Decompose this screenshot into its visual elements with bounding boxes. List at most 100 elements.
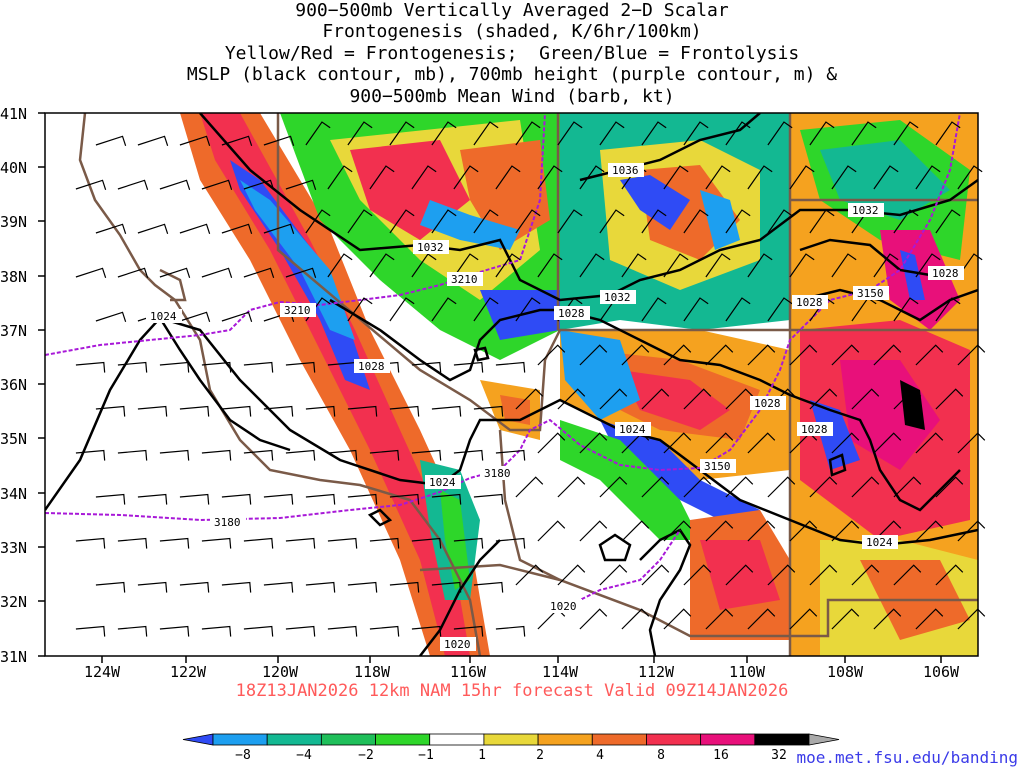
contour-label-height: 3150 bbox=[704, 460, 731, 473]
wind-barb bbox=[767, 121, 793, 146]
contour-label-mslp: 1028 bbox=[796, 296, 823, 309]
wind-barb bbox=[473, 405, 504, 417]
contour-label-mslp: 1036 bbox=[612, 164, 639, 177]
wind-barb bbox=[453, 537, 484, 549]
wind-barb bbox=[599, 476, 628, 498]
wind-barb bbox=[411, 165, 437, 190]
wind-barb bbox=[159, 625, 190, 637]
wind-barb bbox=[453, 449, 484, 461]
wind-barb bbox=[453, 253, 479, 278]
wind-barb bbox=[117, 179, 149, 191]
wind-barb bbox=[431, 297, 457, 322]
lat-label: 31N bbox=[0, 648, 27, 666]
wind-barb bbox=[663, 520, 692, 542]
wind-barb bbox=[663, 608, 692, 630]
wind-barb bbox=[747, 253, 773, 278]
wind-barb bbox=[789, 253, 815, 278]
wind-barb bbox=[621, 344, 650, 366]
wind-barb bbox=[159, 361, 190, 373]
contour-label-mslp: 1028 bbox=[932, 267, 959, 280]
contour-label-height: 3180 bbox=[484, 467, 511, 480]
wind-barb bbox=[767, 209, 793, 234]
wind-barb bbox=[389, 297, 415, 322]
lon-label: 118W bbox=[354, 663, 391, 681]
contour-label-mslp: 1024 bbox=[429, 476, 456, 489]
lon-label: 122W bbox=[170, 663, 207, 681]
wind-barb bbox=[327, 625, 358, 637]
wind-barb bbox=[327, 253, 353, 278]
colorbar bbox=[182, 733, 840, 746]
lon-labels: 124W 122W 120W 118W 116W 114W 112W 110W … bbox=[84, 663, 960, 681]
wind-barb bbox=[873, 432, 902, 454]
wind-barb bbox=[935, 388, 964, 410]
wind-barb bbox=[159, 179, 191, 191]
wind-barb bbox=[285, 449, 316, 461]
wind-barb bbox=[579, 608, 608, 630]
wind-barb bbox=[179, 223, 211, 235]
colorbar-label: 8 bbox=[657, 748, 665, 763]
wind-barb bbox=[75, 625, 106, 637]
wind-barb bbox=[201, 625, 232, 637]
wind-barb bbox=[725, 476, 754, 498]
wind-barb bbox=[411, 537, 442, 549]
title-line-4: MSLP (black contour, mb), 700mb height (… bbox=[186, 64, 838, 85]
wind-barb bbox=[473, 493, 504, 505]
wind-barb bbox=[579, 520, 608, 542]
lon-label: 120W bbox=[262, 663, 299, 681]
wind-barb bbox=[747, 520, 776, 542]
wind-barb bbox=[117, 537, 148, 549]
wind-barb bbox=[557, 209, 583, 234]
wind-barb bbox=[747, 344, 776, 366]
wind-barb bbox=[95, 223, 127, 235]
wind-barb bbox=[873, 165, 899, 190]
wind-barb bbox=[915, 253, 941, 278]
wind-barb bbox=[621, 608, 650, 630]
wind-barb bbox=[557, 121, 583, 146]
wind-barb bbox=[557, 564, 586, 586]
wind-barb bbox=[915, 165, 941, 190]
wind-barb bbox=[473, 209, 499, 234]
contour-label-height: 3180 bbox=[214, 516, 241, 529]
wind-barb bbox=[431, 121, 457, 146]
colorbar-label: −2 bbox=[358, 748, 374, 763]
wind-barb bbox=[75, 537, 106, 549]
wind-barbs bbox=[75, 121, 986, 637]
wind-barb bbox=[957, 165, 983, 190]
wind-barb bbox=[95, 405, 126, 417]
wind-barb bbox=[389, 209, 415, 234]
wind-barb bbox=[453, 165, 479, 190]
wind-barb bbox=[473, 121, 499, 146]
title-line-2: Frontogenesis (shaded, K/6hr/100km) bbox=[322, 21, 702, 42]
wind-barb bbox=[263, 581, 294, 593]
wind-barb bbox=[789, 520, 818, 542]
lon-label: 116W bbox=[450, 663, 487, 681]
wind-barb bbox=[621, 253, 647, 278]
contour-label-mslp: 1032 bbox=[417, 241, 444, 254]
wind-barb bbox=[495, 625, 526, 637]
wind-barb bbox=[179, 135, 211, 147]
wind-barb bbox=[683, 297, 709, 322]
wind-barb bbox=[641, 121, 667, 146]
wind-barb bbox=[473, 581, 504, 593]
wind-barb bbox=[369, 537, 400, 549]
wind-barb bbox=[789, 344, 818, 366]
colorbar-segment bbox=[429, 733, 485, 746]
wind-barb bbox=[705, 253, 731, 278]
colorbar-label: 4 bbox=[596, 748, 604, 763]
wind-barb bbox=[389, 493, 420, 505]
wind-barb bbox=[915, 608, 944, 630]
wind-barb bbox=[537, 253, 563, 278]
wind-barb bbox=[159, 267, 191, 279]
source-credit[interactable]: moe.met.fsu.edu/banding bbox=[796, 748, 1018, 767]
wind-barb bbox=[347, 121, 373, 146]
wind-barb bbox=[851, 476, 880, 498]
wind-barb bbox=[683, 121, 709, 146]
wind-barb bbox=[305, 581, 336, 593]
wind-barb bbox=[893, 476, 922, 498]
wind-barb bbox=[159, 537, 190, 549]
wind-barb bbox=[641, 388, 670, 410]
wind-barb bbox=[243, 267, 275, 279]
wind-barb bbox=[347, 405, 378, 417]
wind-barb bbox=[579, 432, 608, 454]
wind-barb bbox=[747, 165, 773, 190]
